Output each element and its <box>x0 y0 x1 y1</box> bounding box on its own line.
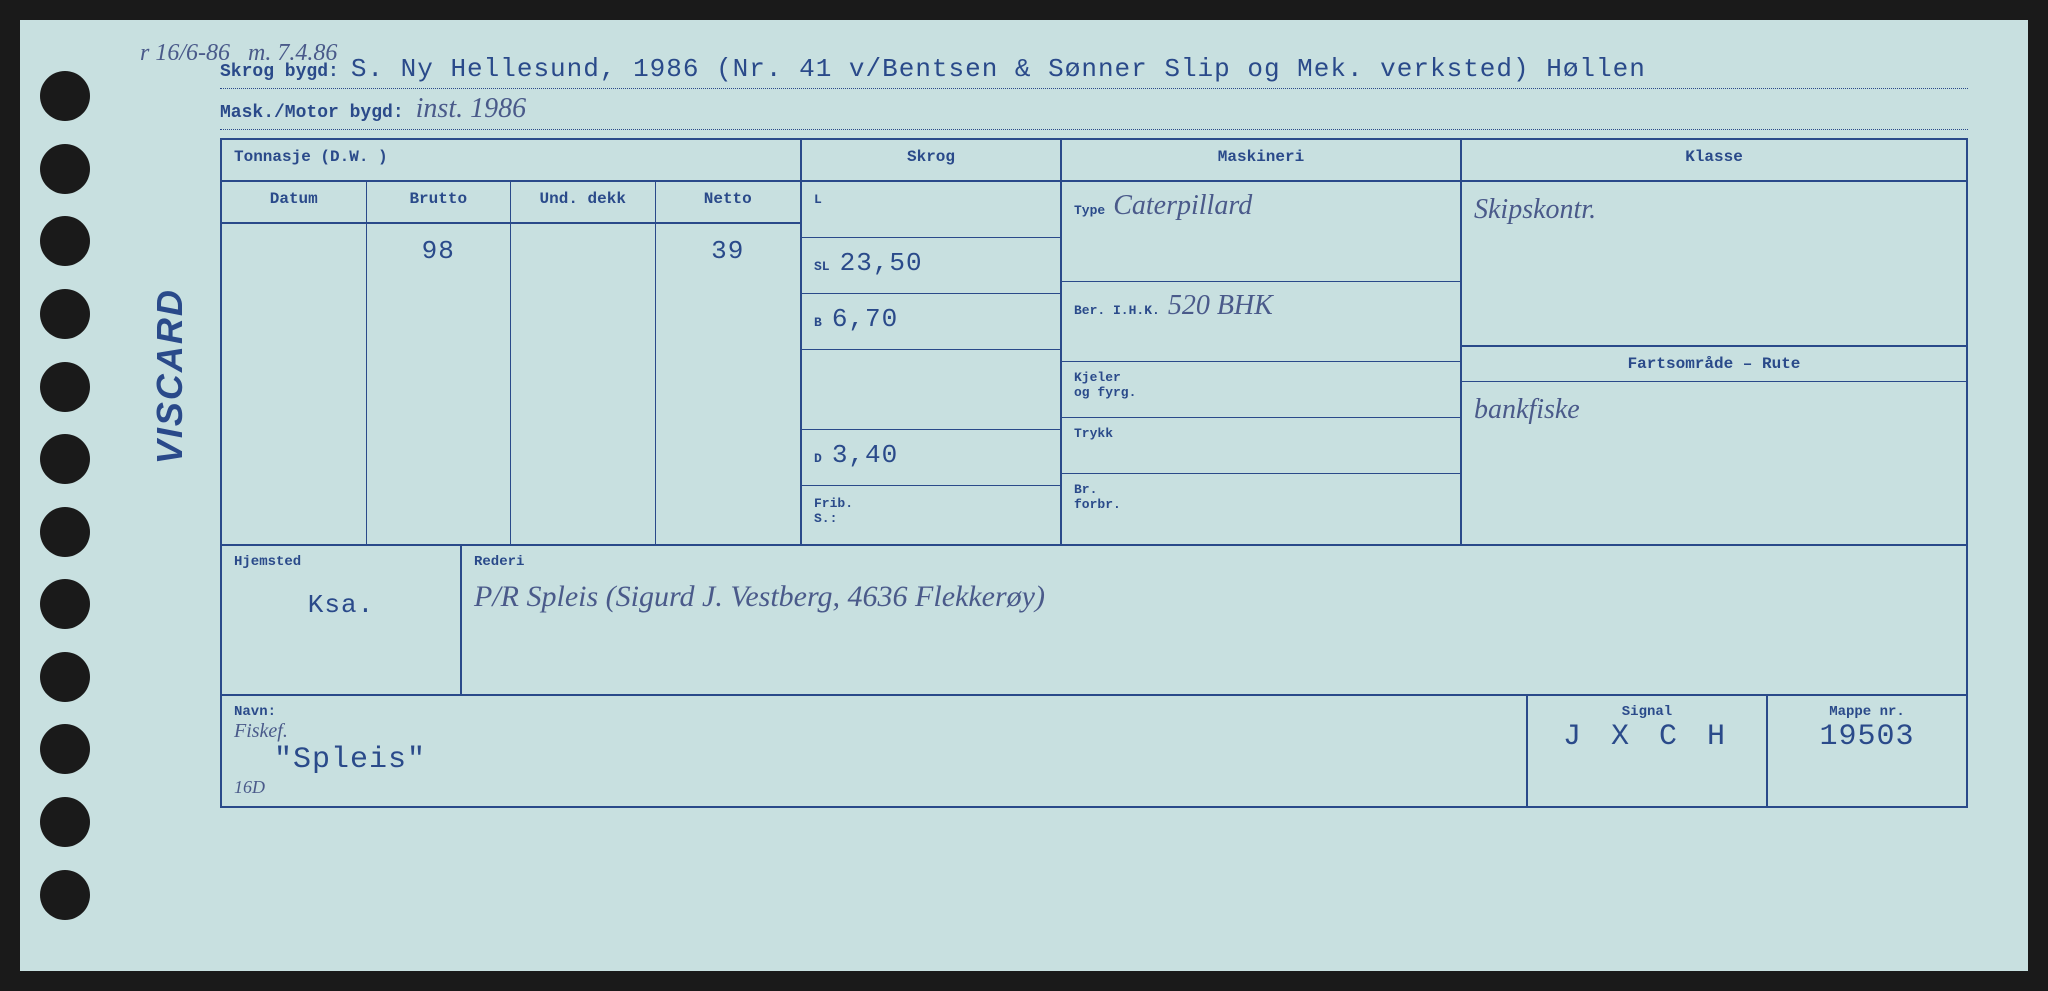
col-brutto: Brutto <box>367 182 512 222</box>
hjemsted-value: Ksa. <box>234 590 448 620</box>
d-label: D <box>814 451 822 466</box>
klasse-section: Klasse Skipskontr. Fartsområde – Rute ba… <box>1462 140 1966 544</box>
klasse-value: Skipskontr. <box>1474 194 1596 225</box>
navn-value: "Spleis" <box>274 743 1514 777</box>
br-label: Br. forbr. <box>1074 482 1121 512</box>
navn-label: Navn: <box>234 704 1514 720</box>
d-value: 3,40 <box>832 440 898 470</box>
val-und-dekk <box>511 224 656 544</box>
main-grid: Tonnasje (D.W. ) Datum Brutto Und. dekk … <box>220 138 1968 546</box>
skrog-section: Skrog L SL 23,50 B 6,70 D 3,40 Frib. S.: <box>802 140 1062 544</box>
maskineri-header: Maskineri <box>1062 140 1460 182</box>
skrog-header: Skrog <box>802 140 1060 182</box>
navn-note: 16D <box>234 777 265 797</box>
punch-holes <box>40 20 120 971</box>
fart-value: bankfiske <box>1474 394 1580 425</box>
index-card: VISCARD r 16/6-86 m. 7.4.86 Skrog bygd: … <box>20 20 2028 971</box>
frib-label: Frib. S.: <box>814 496 853 526</box>
b-value: 6,70 <box>832 304 898 334</box>
signal-cell: Signal J X C H <box>1526 696 1766 806</box>
navn-cell: Navn: Fiskef. "Spleis" 16D <box>222 696 1526 806</box>
klasse-header: Klasse <box>1462 140 1966 182</box>
b-label: B <box>814 315 822 330</box>
rederi-value: P/R Spleis (Sigurd J. Vestberg, 4636 Fle… <box>474 580 1954 614</box>
mappe-label: Mappe nr. <box>1780 704 1954 720</box>
sl-label: SL <box>814 259 830 274</box>
l-label: L <box>814 192 822 207</box>
skrog-bygd-value: S. Ny Hellesund, 1986 (Nr. 41 v/Bentsen … <box>351 54 1646 84</box>
maskineri-section: Maskineri Type Caterpillard Ber. I.H.K. … <box>1062 140 1462 544</box>
rederi-cell: Rederi P/R Spleis (Sigurd J. Vestberg, 4… <box>462 546 1966 694</box>
ber-label: Ber. I.H.K. <box>1074 303 1160 318</box>
hjemsted-label: Hjemsted <box>234 554 448 570</box>
val-netto: 39 <box>656 224 801 544</box>
type-label: Type <box>1074 203 1105 218</box>
type-value: Caterpillard <box>1113 190 1252 222</box>
tonnasje-header: Tonnasje (D.W. ) <box>222 140 800 182</box>
footer-block: Navn: Fiskef. "Spleis" 16D Signal J X C … <box>220 696 1968 808</box>
mappe-value: 19503 <box>1780 720 1954 754</box>
fart-header: Fartsområde – Rute <box>1462 345 1966 382</box>
brand-logo: VISCARD <box>149 288 191 464</box>
ber-value: 520 BHK <box>1168 290 1273 322</box>
lower-block: Hjemsted Ksa. Rederi P/R Spleis (Sigurd … <box>220 546 1968 696</box>
mask-motor-value: inst. 1986 <box>416 93 526 125</box>
val-datum <box>222 224 367 544</box>
col-datum: Datum <box>222 182 367 222</box>
handwritten-top-notes: r 16/6-86 m. 7.4.86 <box>140 40 337 67</box>
kjeler-label: Kjeler og fyrg. <box>1074 370 1136 400</box>
mask-motor-label: Mask./Motor bygd: <box>220 103 404 123</box>
sl-value: 23,50 <box>840 248 923 278</box>
col-netto: Netto <box>656 182 801 222</box>
signal-value: J X C H <box>1540 720 1754 754</box>
rederi-label: Rederi <box>474 554 1954 570</box>
signal-label: Signal <box>1540 704 1754 720</box>
trykk-label: Trykk <box>1074 426 1113 441</box>
hjemsted-cell: Hjemsted Ksa. <box>222 546 462 694</box>
header-block: Skrog bygd: S. Ny Hellesund, 1986 (Nr. 4… <box>220 50 1968 130</box>
val-brutto: 98 <box>367 224 512 544</box>
col-und-dekk: Und. dekk <box>511 182 656 222</box>
navn-prefix: Fiskef. <box>234 720 288 742</box>
mappe-cell: Mappe nr. 19503 <box>1766 696 1966 806</box>
tonnasje-section: Tonnasje (D.W. ) Datum Brutto Und. dekk … <box>222 140 802 544</box>
